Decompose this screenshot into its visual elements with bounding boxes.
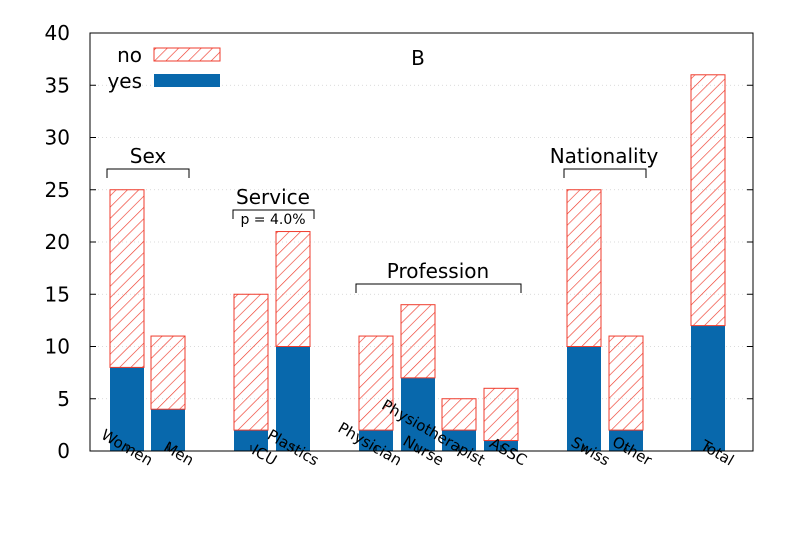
y-tick-label: 0 — [57, 439, 70, 463]
bar-yes-plastics — [276, 346, 310, 451]
group-bracket — [232, 209, 315, 219]
legend-label-no: no — [117, 43, 142, 67]
bar-yes-physician — [359, 430, 393, 451]
y-tick-label: 20 — [45, 230, 70, 254]
bar-no-swiss — [566, 189, 602, 347]
y-tick-label: 30 — [45, 126, 70, 150]
bar-no-plastics — [275, 231, 311, 347]
x-tick-label: Men — [161, 438, 197, 469]
group-label: Service — [236, 185, 310, 209]
bar-no-icu — [233, 293, 269, 431]
group-bracket — [355, 283, 522, 293]
group-note: p = 4.0% — [240, 212, 305, 228]
bar-no-assc — [483, 387, 519, 442]
group-label: Profession — [387, 259, 489, 283]
y-tick-label: 25 — [45, 178, 70, 202]
bar-yes-other — [609, 430, 643, 451]
y-tick-label: 10 — [45, 335, 70, 359]
bar-yes-men — [151, 409, 185, 451]
bar-no-physician — [358, 335, 394, 431]
legend-swatch-no — [153, 47, 221, 62]
y-tick-label: 40 — [45, 21, 70, 45]
bar-yes-swiss — [567, 346, 601, 451]
bars — [109, 74, 726, 451]
group-bracket — [106, 168, 190, 178]
bar-yes-physiotherapist — [442, 430, 476, 451]
bar-no-total — [690, 74, 726, 327]
group-label: Nationality — [550, 144, 659, 168]
bar-yes-icu — [234, 430, 268, 451]
bar-no-physiotherapist — [441, 398, 477, 431]
legend-label-yes: yes — [107, 69, 142, 93]
bar-yes-total — [691, 325, 725, 451]
group-bracket — [563, 168, 647, 178]
bar-yes-women — [110, 367, 144, 451]
bar-no-nurse — [400, 304, 436, 379]
y-tick-label: 15 — [45, 282, 70, 306]
group-brackets: Sex Service p = 4.0% Profession Nationality — [106, 144, 659, 293]
chart-title: B — [411, 46, 425, 70]
bar-no-women — [109, 189, 145, 368]
legend-swatch-yes — [154, 74, 220, 87]
bar-no-men — [150, 335, 186, 410]
bar-no-other — [608, 335, 644, 431]
y-tick-label: 5 — [57, 387, 70, 411]
y-tick-label: 35 — [45, 73, 70, 97]
bar-yes-nurse — [401, 377, 435, 451]
group-label: Sex — [130, 144, 167, 168]
